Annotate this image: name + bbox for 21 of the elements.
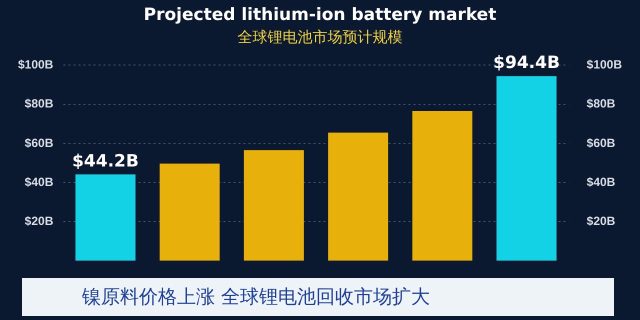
y2-tick-label: $80B xyxy=(586,96,616,111)
y-tick-label: $60B xyxy=(24,136,54,150)
y-tick-label: $20B xyxy=(24,214,54,228)
y2-tick-label: $40B xyxy=(586,174,616,189)
chart-subtitle: 全球锂电池市场预计规模 xyxy=(236,27,404,48)
y-tick-label: $40B xyxy=(24,174,54,189)
bar xyxy=(328,132,388,261)
y2-tick-label: $60B xyxy=(586,136,616,150)
data-label: $44.2B xyxy=(72,151,139,172)
y-tick-label: $80B xyxy=(24,96,54,111)
bar xyxy=(496,76,557,261)
text: 镍原料价格上涨 全球锂电池回收市场扩大 xyxy=(22,278,614,316)
bar xyxy=(160,164,220,261)
y2-tick-label: $100B xyxy=(586,58,622,72)
y-tick-label: $100B xyxy=(18,58,54,72)
bar xyxy=(75,174,136,261)
chart-title: Projected lithium-ion battery market xyxy=(142,4,498,26)
data-label: $94.4B xyxy=(493,53,560,74)
bar xyxy=(244,150,304,261)
y2-tick-label: $20B xyxy=(586,214,616,228)
bar xyxy=(412,110,472,261)
